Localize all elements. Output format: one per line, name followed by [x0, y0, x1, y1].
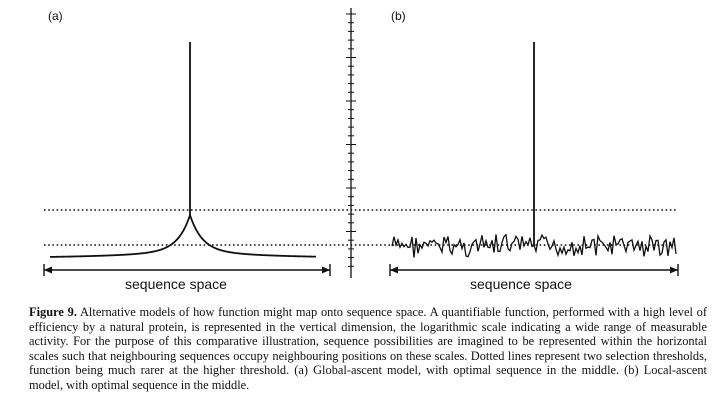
global-ascent-curve — [49, 42, 317, 258]
log-axis-ticks — [346, 13, 356, 267]
sequence-space-label-b: sequence space — [466, 276, 576, 292]
figure-graphic — [43, 8, 679, 278]
figure-9: (a) (b) sequence space sequence space — [43, 8, 679, 292]
sequence-space-arrow-a — [43, 264, 331, 276]
caption-text: Alternative models of how function might… — [29, 305, 707, 392]
panel-a-label: (a) — [48, 9, 63, 23]
caption-label: Figure 9. — [29, 305, 77, 319]
sequence-space-label-a: sequence space — [121, 276, 231, 292]
panel-b-label: (b) — [391, 9, 406, 23]
figure-caption: Figure 9. Alternative models of how func… — [29, 305, 707, 393]
sequence-space-arrow-b — [389, 264, 679, 276]
